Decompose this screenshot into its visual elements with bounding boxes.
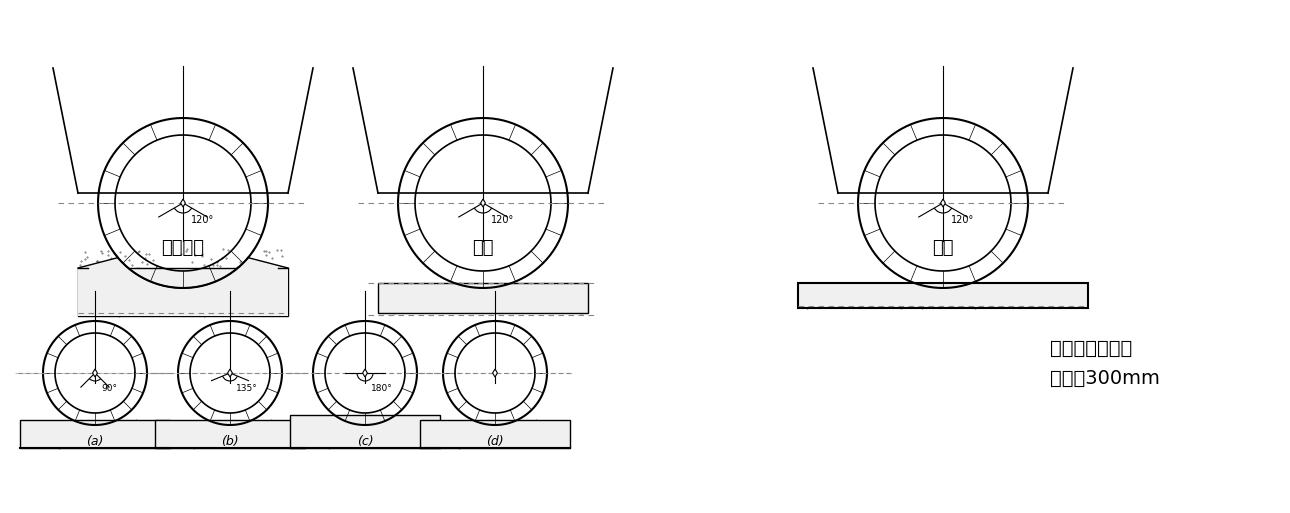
Polygon shape bbox=[227, 369, 232, 377]
Text: 180°: 180° bbox=[372, 384, 392, 393]
Polygon shape bbox=[21, 420, 170, 448]
Polygon shape bbox=[799, 283, 1087, 308]
Text: 90°: 90° bbox=[101, 384, 117, 393]
Polygon shape bbox=[481, 199, 485, 207]
Text: 120°: 120° bbox=[191, 215, 214, 225]
Text: 平基: 平基 bbox=[472, 239, 494, 257]
Polygon shape bbox=[77, 268, 288, 316]
Text: (d): (d) bbox=[486, 435, 504, 447]
Polygon shape bbox=[362, 369, 368, 377]
Polygon shape bbox=[181, 199, 186, 207]
Polygon shape bbox=[77, 258, 288, 316]
Polygon shape bbox=[378, 283, 588, 313]
Text: (a): (a) bbox=[86, 435, 103, 447]
Polygon shape bbox=[940, 199, 946, 207]
Text: 枕基: 枕基 bbox=[933, 239, 953, 257]
Text: 负拱基础: 负拱基础 bbox=[161, 239, 205, 257]
Text: 120°: 120° bbox=[491, 215, 515, 225]
Text: 135°: 135° bbox=[236, 384, 258, 393]
Text: 120°: 120° bbox=[951, 215, 974, 225]
Polygon shape bbox=[290, 415, 440, 448]
Polygon shape bbox=[493, 369, 498, 377]
Text: (b): (b) bbox=[221, 435, 239, 447]
Text: 度只有300mm: 度只有300mm bbox=[1050, 368, 1160, 387]
Polygon shape bbox=[421, 420, 570, 448]
Text: (c): (c) bbox=[357, 435, 373, 447]
Polygon shape bbox=[155, 420, 304, 448]
Polygon shape bbox=[93, 369, 98, 377]
Text: 旁边这些管座长: 旁边这些管座长 bbox=[1050, 339, 1133, 358]
